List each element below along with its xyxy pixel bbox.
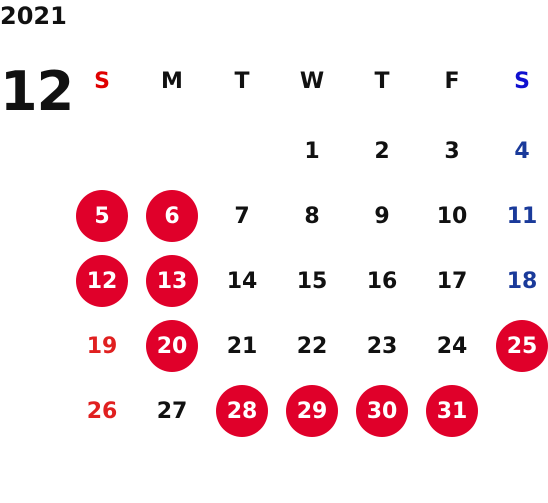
holiday-day: 20 [146, 320, 198, 372]
calendar-day: 27 [156, 398, 188, 424]
calendar-day: 15 [296, 268, 328, 294]
calendar-day: 18 [506, 268, 538, 294]
calendar-day: 21 [226, 333, 258, 359]
weekday-header: T [234, 68, 250, 94]
weekday-header: S [514, 68, 530, 94]
holiday-day: 5 [76, 190, 128, 242]
holiday-day: 31 [426, 385, 478, 437]
calendar-day: 24 [436, 333, 468, 359]
month-label: 12 [0, 60, 74, 123]
calendar-day: 9 [374, 203, 390, 229]
calendar-day: 22 [296, 333, 328, 359]
calendar-day: 16 [366, 268, 398, 294]
calendar-day: 11 [506, 203, 538, 229]
year-label: 2021 [0, 2, 67, 30]
holiday-day: 28 [216, 385, 268, 437]
holiday-day: 29 [286, 385, 338, 437]
weekday-header: S [94, 68, 110, 94]
calendar-day: 23 [366, 333, 398, 359]
calendar-day: 19 [86, 333, 118, 359]
calendar-day: 1 [304, 138, 320, 164]
holiday-day: 30 [356, 385, 408, 437]
weekday-header: M [161, 68, 183, 94]
holiday-day: 6 [146, 190, 198, 242]
calendar-day: 7 [234, 203, 250, 229]
weekday-header: F [444, 68, 460, 94]
weekday-header: T [374, 68, 390, 94]
calendar-day: 17 [436, 268, 468, 294]
calendar-day: 10 [436, 203, 468, 229]
weekday-header: W [299, 68, 325, 94]
calendar-day: 4 [514, 138, 530, 164]
calendar-day: 14 [226, 268, 258, 294]
holiday-day: 12 [76, 255, 128, 307]
calendar-day: 3 [444, 138, 460, 164]
calendar-day: 26 [86, 398, 118, 424]
calendar-day: 2 [374, 138, 390, 164]
holiday-day: 25 [496, 320, 548, 372]
calendar-day: 8 [304, 203, 320, 229]
holiday-day: 13 [146, 255, 198, 307]
